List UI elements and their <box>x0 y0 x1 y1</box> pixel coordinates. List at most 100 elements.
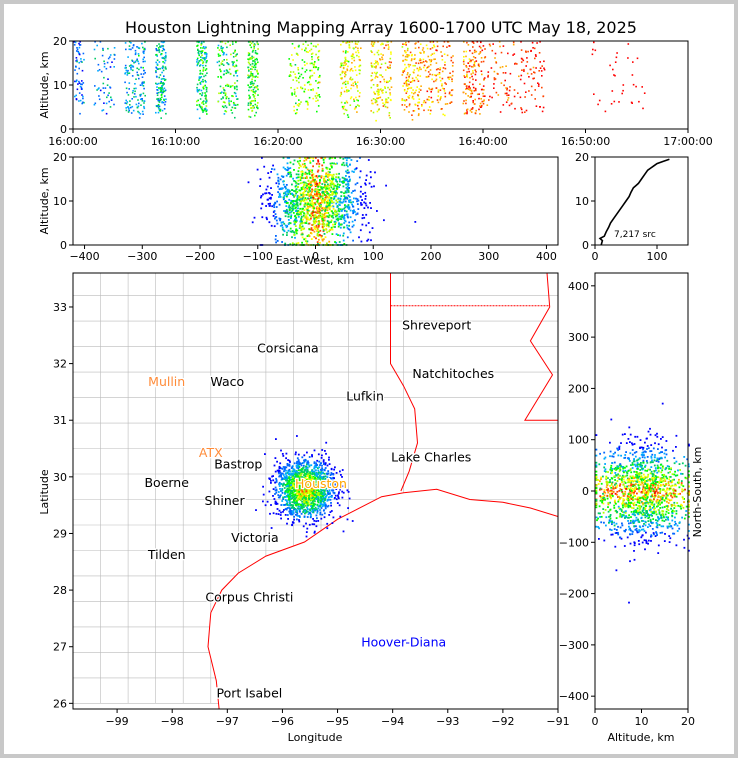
source-point <box>309 205 311 208</box>
source-point <box>304 173 307 175</box>
source-point <box>78 53 81 56</box>
source-point <box>329 229 332 231</box>
source-point <box>308 498 310 501</box>
source-point <box>155 82 157 85</box>
source-point <box>282 180 284 183</box>
source-point <box>320 471 322 473</box>
source-point <box>465 50 468 53</box>
source-point <box>286 157 289 159</box>
source-point <box>322 159 325 161</box>
source-point <box>466 41 468 44</box>
source-point <box>469 60 471 63</box>
source-point <box>381 92 384 94</box>
source-point <box>250 89 253 92</box>
source-point <box>357 49 359 52</box>
source-point <box>301 462 304 464</box>
source-point <box>331 215 333 218</box>
source-point <box>305 207 308 210</box>
source-point <box>314 185 317 188</box>
source-point <box>326 184 329 187</box>
source-point <box>514 62 517 65</box>
source-point <box>314 464 316 467</box>
source-point <box>302 191 305 194</box>
source-point <box>305 100 307 103</box>
source-point <box>314 202 316 204</box>
source-point <box>300 188 303 191</box>
source-point <box>295 79 298 82</box>
source-point <box>345 175 347 177</box>
source-point <box>293 476 295 478</box>
source-point <box>294 494 297 497</box>
source-point <box>512 54 514 56</box>
source-point <box>309 473 311 476</box>
source-point <box>349 97 352 100</box>
source-point <box>217 55 220 57</box>
source-point <box>337 497 340 500</box>
source-point <box>307 234 310 236</box>
source-point <box>325 190 328 193</box>
source-point <box>505 101 508 103</box>
source-point <box>300 472 303 474</box>
source-point <box>346 157 348 159</box>
source-point <box>481 49 484 52</box>
source-point <box>324 498 326 500</box>
source-point <box>363 216 366 219</box>
source-point <box>465 55 467 58</box>
source-point <box>344 191 347 194</box>
source-point <box>408 111 410 113</box>
source-point <box>281 492 284 494</box>
source-point <box>417 41 420 43</box>
source-point <box>232 62 234 65</box>
source-point <box>141 98 143 100</box>
source-point <box>337 234 339 236</box>
source-point <box>444 95 447 98</box>
source-point <box>351 220 354 223</box>
source-point <box>286 495 288 498</box>
source-point <box>221 47 224 50</box>
source-point <box>402 54 404 57</box>
source-point <box>297 196 300 199</box>
source-point <box>289 222 292 225</box>
source-point <box>439 67 442 69</box>
source-point <box>355 51 357 54</box>
source-point <box>278 467 281 469</box>
source-point <box>344 75 346 78</box>
source-point <box>521 111 524 114</box>
source-point <box>281 468 284 470</box>
source-point <box>356 86 358 89</box>
source-point <box>204 84 206 87</box>
source-point <box>294 474 297 477</box>
source-point <box>304 480 307 482</box>
source-point <box>309 490 311 492</box>
source-point <box>288 480 290 483</box>
source-point <box>470 111 473 113</box>
source-point <box>361 214 364 216</box>
source-point <box>427 71 430 73</box>
source-point <box>321 219 324 222</box>
source-point <box>142 92 145 95</box>
source-point <box>295 508 298 511</box>
source-point <box>324 185 326 187</box>
source-point <box>330 486 333 489</box>
source-point <box>355 197 357 200</box>
source-point <box>318 182 321 184</box>
source-point <box>102 87 105 89</box>
source-point <box>417 74 419 77</box>
source-point <box>433 44 435 47</box>
source-point <box>298 480 301 483</box>
source-point <box>162 84 164 86</box>
source-point <box>302 200 305 202</box>
source-point <box>429 48 432 50</box>
source-point <box>537 85 540 87</box>
source-point <box>354 211 356 213</box>
source-point <box>286 231 288 234</box>
source-point <box>327 178 330 181</box>
source-point <box>465 102 467 105</box>
source-point <box>534 54 537 56</box>
source-point <box>308 235 311 238</box>
source-point <box>331 174 333 177</box>
source-point <box>469 109 472 112</box>
source-point <box>452 70 454 73</box>
source-point <box>324 186 327 189</box>
source-point <box>318 224 320 227</box>
